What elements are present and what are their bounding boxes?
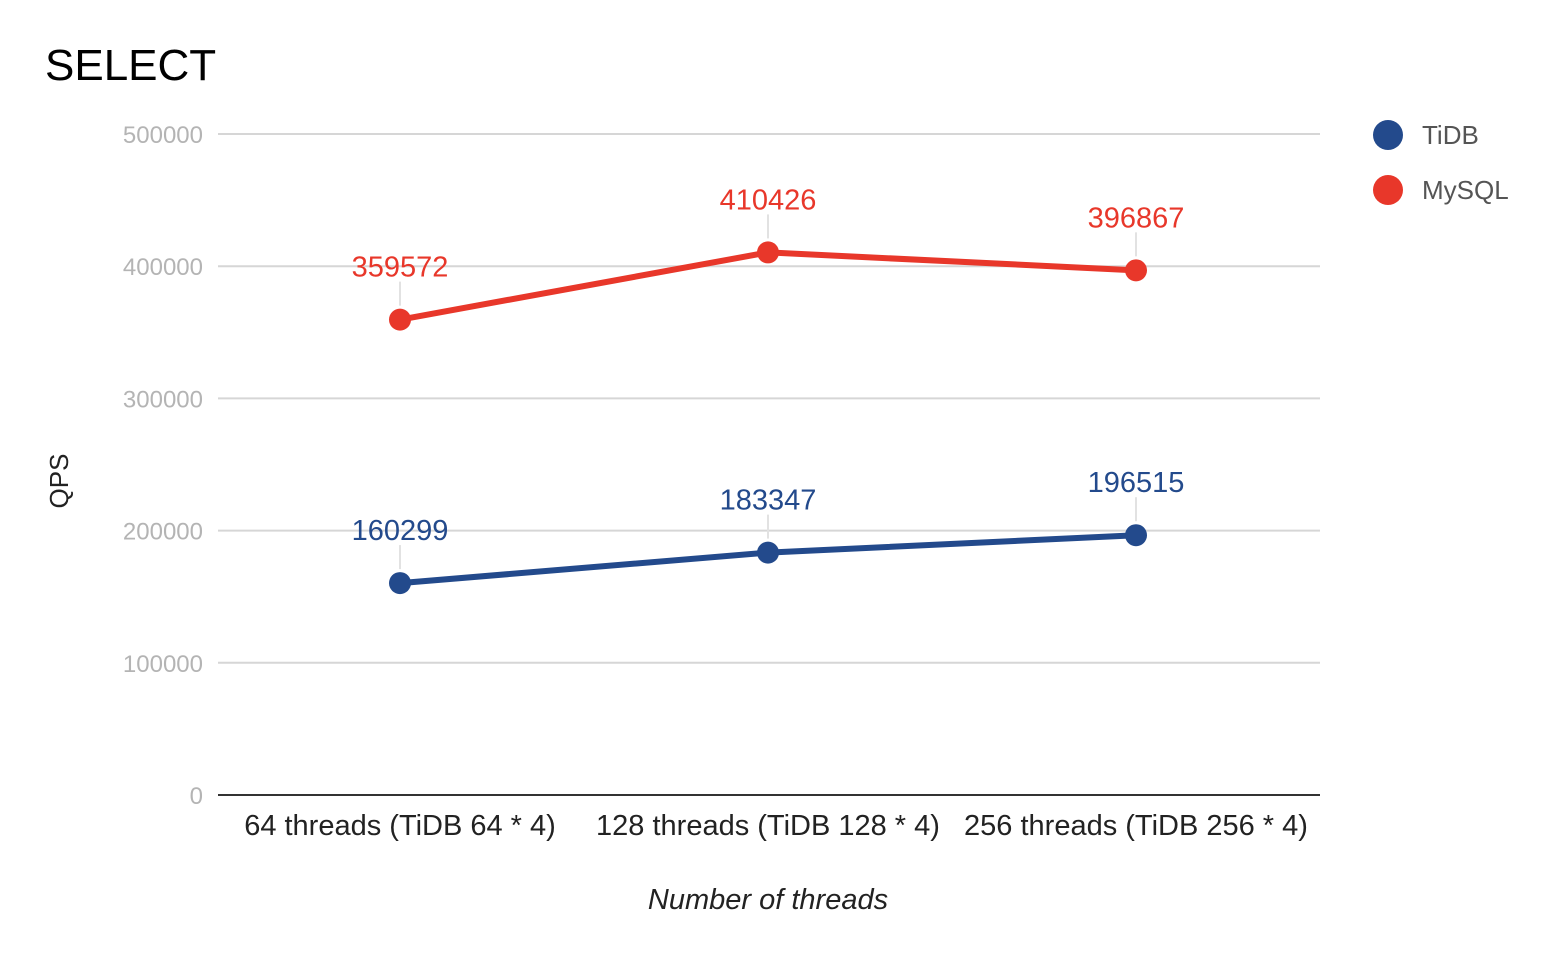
- x-tick-label: 128 threads (TiDB 128 * 4): [596, 810, 940, 842]
- data-point[interactable]: [757, 541, 779, 564]
- x-tick-label: 256 threads (TiDB 256 * 4): [964, 810, 1308, 842]
- data-point[interactable]: [1125, 259, 1147, 282]
- y-axis-title: QPS: [44, 454, 74, 509]
- legend-marker: [1373, 175, 1403, 205]
- series: 160299 183347 196515 359572 410426 396867: [352, 184, 1185, 595]
- y-tick-label: 500000: [123, 122, 203, 149]
- data-label: 160299: [352, 515, 449, 547]
- y-axis-ticks: 0 100000 200000 300000 400000 500000: [123, 122, 203, 810]
- data-label: 196515: [1088, 467, 1185, 499]
- legend-marker: [1373, 120, 1403, 150]
- legend-label: MySQL: [1422, 175, 1509, 205]
- data-point[interactable]: [1125, 524, 1147, 547]
- legend-item-mysql[interactable]: MySQL: [1373, 175, 1509, 205]
- series-mysql: 359572 410426 396867: [352, 184, 1185, 331]
- series-tidb: 160299 183347 196515: [352, 467, 1185, 595]
- legend: TiDB MySQL: [1373, 120, 1509, 205]
- y-tick-label: 400000: [123, 254, 203, 281]
- legend-item-tidb[interactable]: TiDB: [1373, 120, 1479, 150]
- x-axis-ticks: 64 threads (TiDB 64 * 4) 128 threads (TiD…: [244, 810, 1308, 842]
- data-label: 359572: [352, 252, 449, 284]
- data-label: 183347: [720, 485, 817, 517]
- y-tick-label: 200000: [123, 519, 203, 546]
- chart-title: SELECT: [45, 41, 216, 90]
- data-point[interactable]: [389, 572, 411, 595]
- x-axis-title: Number of threads: [648, 884, 888, 916]
- legend-label: TiDB: [1422, 120, 1479, 150]
- y-tick-label: 300000: [123, 386, 203, 413]
- y-tick-label: 100000: [123, 651, 203, 678]
- y-tick-label: 0: [190, 783, 203, 810]
- data-point[interactable]: [757, 241, 779, 264]
- data-point[interactable]: [389, 308, 411, 331]
- x-tick-label: 64 threads (TiDB 64 * 4): [244, 810, 556, 842]
- data-label: 410426: [720, 184, 817, 216]
- data-label: 396867: [1088, 202, 1185, 234]
